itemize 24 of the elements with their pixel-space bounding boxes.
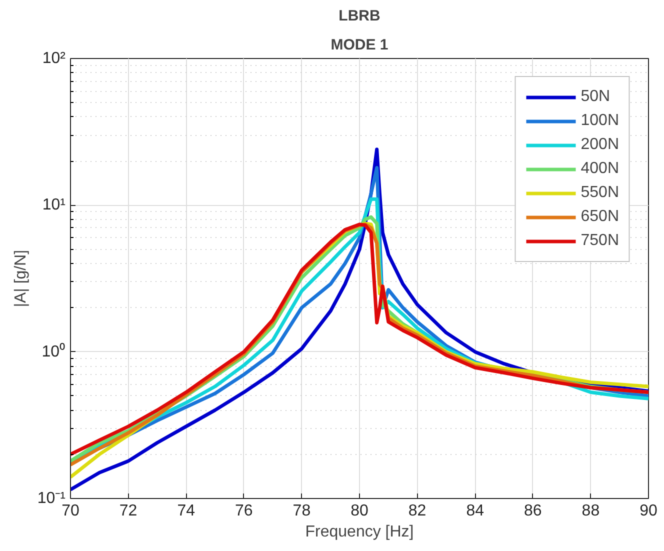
- y-axis-title: |A| [g/N]: [12, 250, 30, 308]
- legend-label: 200N: [580, 135, 619, 155]
- x-tick-label: 80: [350, 502, 368, 520]
- x-tick-label: 90: [640, 502, 658, 520]
- x-tick-label: 84: [466, 502, 484, 520]
- x-tick-label: 74: [177, 502, 196, 520]
- legend-label: 550N: [580, 183, 619, 203]
- x-tick-label: 86: [524, 502, 542, 520]
- y-tick-label: 10¹: [42, 196, 66, 214]
- x-tick-label: 78: [292, 502, 311, 520]
- legend-label: 100N: [580, 111, 619, 131]
- y-tick-label: 10²: [42, 50, 66, 67]
- x-tick-label: 72: [119, 502, 138, 520]
- legend-label: 650N: [580, 207, 619, 227]
- legend-label: 750N: [580, 231, 619, 251]
- y-tick-label: 10⁰: [42, 342, 66, 360]
- x-tick-label: 82: [408, 502, 426, 520]
- legend-label: 50N: [580, 87, 610, 107]
- x-tick-label: 88: [582, 502, 600, 520]
- x-axis-title: Frequency [Hz]: [305, 524, 414, 540]
- x-tick-label: 76: [235, 502, 253, 520]
- chart-subtitle: MODE 1: [330, 36, 388, 54]
- legend-label: 400N: [580, 159, 619, 179]
- chart-title: LBRB: [338, 8, 380, 24]
